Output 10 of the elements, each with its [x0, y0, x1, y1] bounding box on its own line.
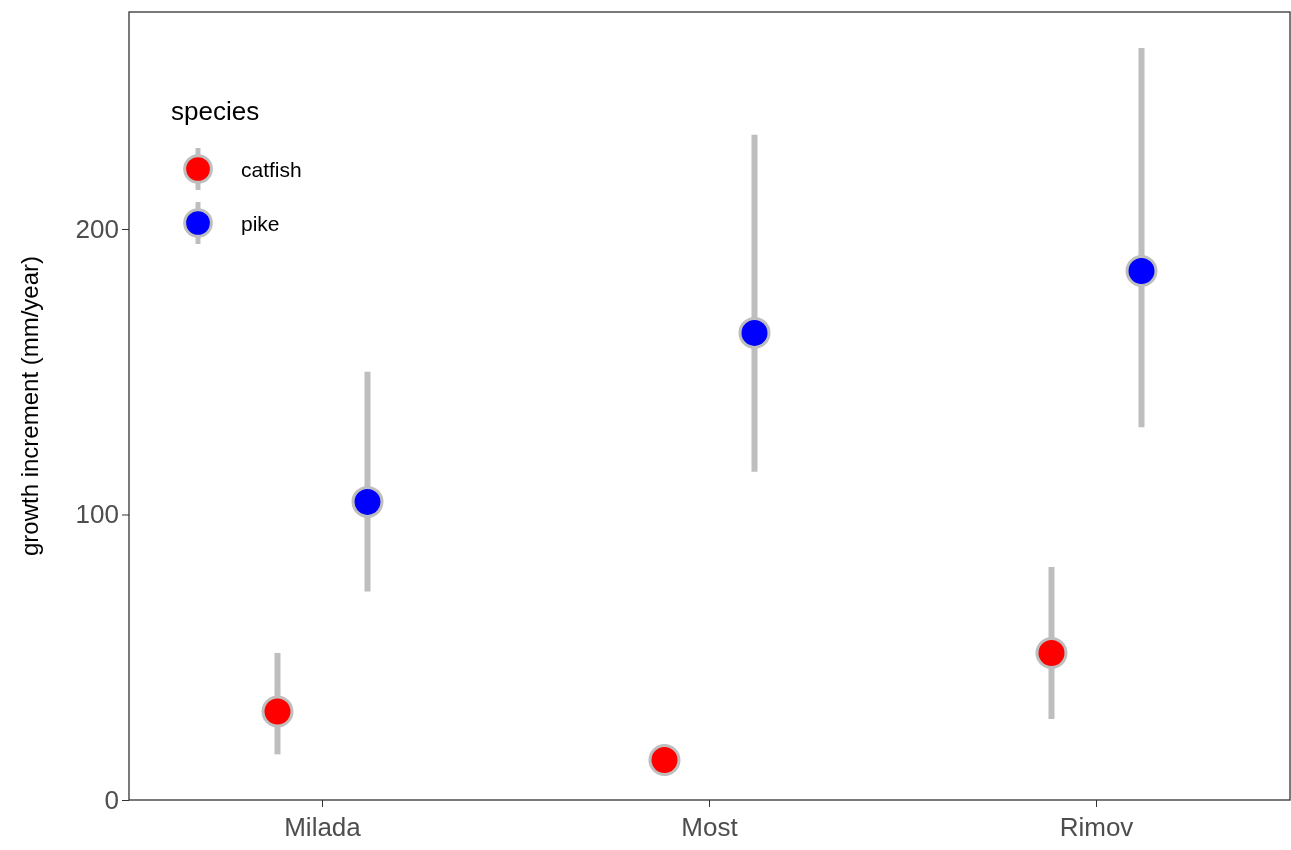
y-tick-label: 100	[75, 499, 119, 530]
legend-title: species	[171, 96, 260, 126]
x-tick-label: Rimov	[1059, 812, 1134, 842]
legend-label: catfish	[241, 158, 302, 181]
x-tick-label: Most	[681, 812, 739, 842]
y-tick-label: 200	[75, 213, 119, 244]
y-axis-title: growth increment (mm/year)	[16, 255, 43, 557]
y-tick-label: 0	[104, 784, 119, 815]
x-tick-label: Milada	[284, 812, 362, 842]
legend-label: pike	[241, 212, 280, 235]
